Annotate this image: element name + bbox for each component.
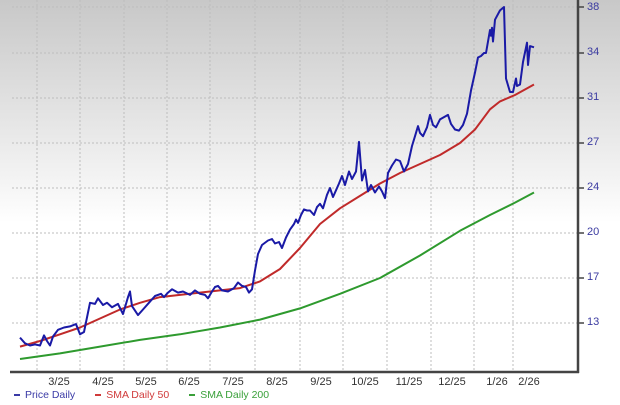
plot-series	[19, 6, 535, 360]
legend-swatch-icon	[189, 394, 196, 396]
y-tick-label: 20	[587, 226, 600, 238]
sma-daily-50-line	[19, 83, 535, 348]
y-tick-label: 27	[587, 136, 600, 148]
y-tick-label: 34	[587, 46, 600, 58]
x-tick-label: 1/26	[486, 376, 508, 388]
y-tick-label: 38	[587, 1, 600, 13]
legend-swatch-icon	[95, 394, 102, 396]
x-tick-label: 8/25	[266, 376, 288, 388]
sma-daily-200-line	[19, 191, 535, 360]
x-tick-label: 2/26	[518, 376, 540, 388]
legend-label: SMA Daily 50	[106, 389, 170, 401]
x-tick-label: 5/25	[135, 376, 157, 388]
legend-label: SMA Daily 200	[200, 389, 270, 401]
grid-lines	[12, 0, 578, 372]
x-tick-label: 9/25	[310, 376, 332, 388]
chart-legend: Price Daily SMA Daily 50 SMA Daily 200	[14, 389, 289, 401]
x-tick-label: 11/25	[395, 376, 423, 388]
y-tick-label: 31	[587, 91, 600, 103]
x-tick-label: 4/25	[92, 376, 114, 388]
x-tick-label: 12/25	[438, 376, 466, 388]
x-tick-label: 10/25	[351, 376, 379, 388]
legend-item-price-daily: Price Daily	[14, 389, 75, 401]
y-tick-marks	[578, 6, 584, 324]
legend-item-sma-200: SMA Daily 200	[189, 389, 269, 401]
legend-swatch-icon	[14, 394, 20, 396]
x-tick-label: 6/25	[178, 376, 200, 388]
x-tick-label: 7/25	[222, 376, 244, 388]
y-tick-label: 13	[587, 316, 600, 328]
price-daily-line	[19, 6, 535, 347]
y-tick-label: 24	[587, 181, 600, 193]
y-tick-label: 17	[587, 271, 600, 283]
legend-item-sma-50: SMA Daily 50	[95, 389, 169, 401]
x-tick-label: 3/25	[48, 376, 70, 388]
legend-label: Price Daily	[25, 389, 76, 401]
